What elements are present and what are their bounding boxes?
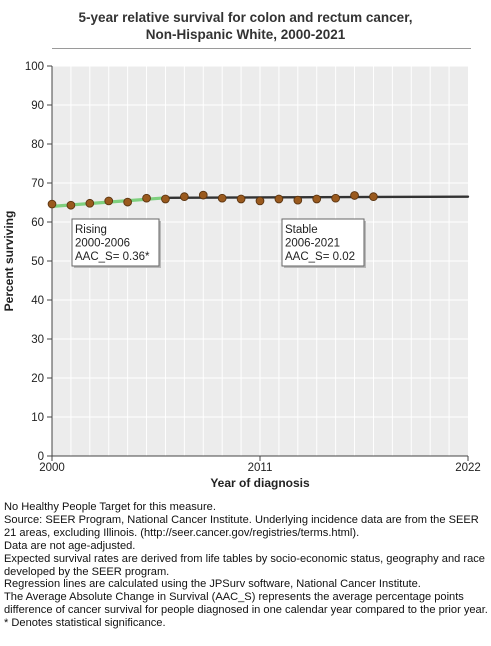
y-tick-label: 0 [38, 451, 44, 463]
data-points [47, 190, 378, 210]
x-tick-label: 2000 [39, 462, 65, 474]
y-tick-label: 30 [31, 334, 44, 346]
footnote: No Healthy People Target for this measur… [4, 501, 216, 513]
data-point [142, 193, 151, 203]
data-point [255, 196, 265, 206]
data-point [47, 199, 57, 209]
footnote: Source: SEER Program, National Cancer In… [4, 513, 479, 539]
y-tick-label: 70 [31, 178, 44, 190]
annotation-frame [281, 218, 365, 267]
chart-title: 5-year relative survival for colon and r… [78, 10, 413, 25]
y-tick-label: 20 [31, 373, 44, 385]
y-tick-label: 100 [25, 61, 44, 73]
footnote: * Denotes statistical significance. [4, 617, 166, 630]
data-point [274, 194, 284, 204]
data-point [331, 193, 340, 203]
data-point [123, 197, 132, 207]
y-axis-label: Percent surviving [2, 211, 16, 312]
x-tick-label: 2022 [455, 462, 481, 474]
data-point [369, 192, 378, 202]
y-tick-label: 90 [31, 100, 44, 112]
annotation-line: Rising [75, 224, 107, 236]
data-point [180, 192, 189, 202]
data-point [217, 193, 227, 203]
data-point [293, 195, 303, 205]
annotation-line: 2000-2006 [75, 238, 130, 250]
annotation-line: AAC_S= 0.02 [285, 251, 355, 263]
chart-subtitle: Non-Hispanic White, 2000-2021 [145, 27, 346, 42]
data-point [312, 194, 322, 204]
data-point [104, 196, 114, 206]
footnote: The Average Absolute Change in Survival … [4, 591, 488, 617]
title-divider [52, 48, 471, 49]
axes: 0 10 20 30 40 50 60 70 80 90 100 2000 2011 2022 [25, 61, 481, 474]
data-point [161, 194, 170, 204]
chart-title-block: 5-year relative survival for colon and r… [0, 9, 491, 43]
annotation-frame [71, 218, 160, 267]
footnote: Regression lines are calculated using th… [4, 578, 421, 591]
annotation-line: Stable [285, 224, 318, 236]
grid-lines [52, 65, 468, 456]
y-tick-label: 80 [31, 139, 44, 151]
annotation-line: 2006-2021 [285, 238, 340, 250]
data-point [66, 200, 76, 210]
footnotes: No Healthy People Target for this measur… [4, 501, 488, 630]
x-axis-label: Year of diagnosis [210, 476, 310, 490]
y-tick-label: 50 [31, 256, 44, 268]
chart-area: 0 10 20 30 40 50 60 70 80 90 100 2000 2011 2022 Risin… [2, 61, 481, 490]
data-point [85, 198, 95, 208]
y-tick-label: 60 [31, 217, 44, 229]
footnote: Expected survival rates are derived from… [4, 552, 485, 578]
data-point [350, 191, 359, 200]
footnote: Data are not age-adjusted. [4, 539, 136, 552]
y-tick-label: 10 [31, 412, 44, 424]
x-tick-label: 2011 [248, 462, 273, 474]
data-point [236, 194, 246, 204]
data-point [198, 190, 208, 200]
annotation-line: AAC_S= 0.36* [75, 251, 150, 263]
y-tick-label: 40 [31, 295, 44, 307]
